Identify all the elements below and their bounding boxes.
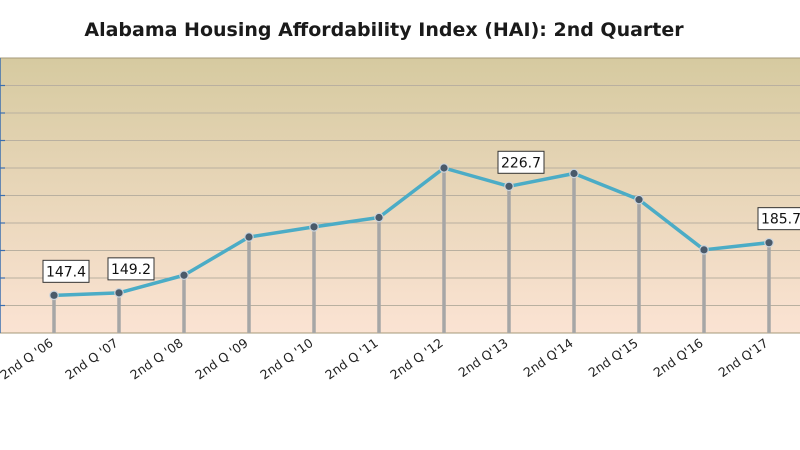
data-label-box (757, 207, 800, 231)
x-tick-label: 2nd Q '12 (387, 335, 446, 382)
data-point (504, 181, 514, 192)
x-tick-labels: 2nd Q '06 2nd Q '07 2nd Q '08 2nd Q '09 2nd … (0, 335, 771, 382)
data-labels: 147.4 149.2 226.7 185.7 (42, 150, 800, 283)
x-tick-label: 2nd Q '07 (62, 335, 121, 382)
series-line (53, 166, 770, 298)
data-point (309, 222, 319, 232)
data-point (439, 163, 449, 173)
data-label: 147.4 (46, 264, 86, 280)
series-line-group (53, 166, 770, 298)
x-tick-label: 2nd Q'14 (520, 335, 575, 380)
x-tick-label: 2nd Q '09 (192, 335, 251, 382)
data-label-box (497, 150, 545, 174)
x-tick-label: 2nd Q'17 (715, 335, 770, 380)
data-label-box (107, 257, 155, 281)
data-point (764, 237, 774, 248)
drop-lines (52, 168, 771, 333)
data-point (699, 245, 709, 255)
data-point (374, 212, 384, 223)
markers (49, 163, 774, 301)
x-tick-label: 2nd Q'13 (455, 335, 510, 380)
data-label: 226.7 (501, 155, 541, 171)
data-point (569, 168, 579, 179)
x-tick-label: 2nd Q '11 (322, 335, 381, 382)
data-label-box (42, 259, 90, 283)
data-point (114, 288, 124, 298)
x-tick-label: 2nd Q'16 (650, 335, 705, 380)
x-tick-label: 2nd Q'15 (585, 335, 640, 380)
data-point (634, 194, 644, 205)
x-tick-label: 2nd Q '06 (0, 335, 56, 382)
data-point (179, 270, 189, 281)
data-label: 149.2 (111, 262, 151, 278)
data-point (244, 232, 254, 242)
x-tick-label: 2nd Q '08 (127, 335, 186, 382)
data-point (49, 290, 59, 301)
x-tick-label: 2nd Q '10 (257, 335, 316, 382)
chart-title: Alabama Housing Affordability Index (HAI… (84, 19, 684, 41)
data-label: 185.7 (761, 212, 800, 228)
